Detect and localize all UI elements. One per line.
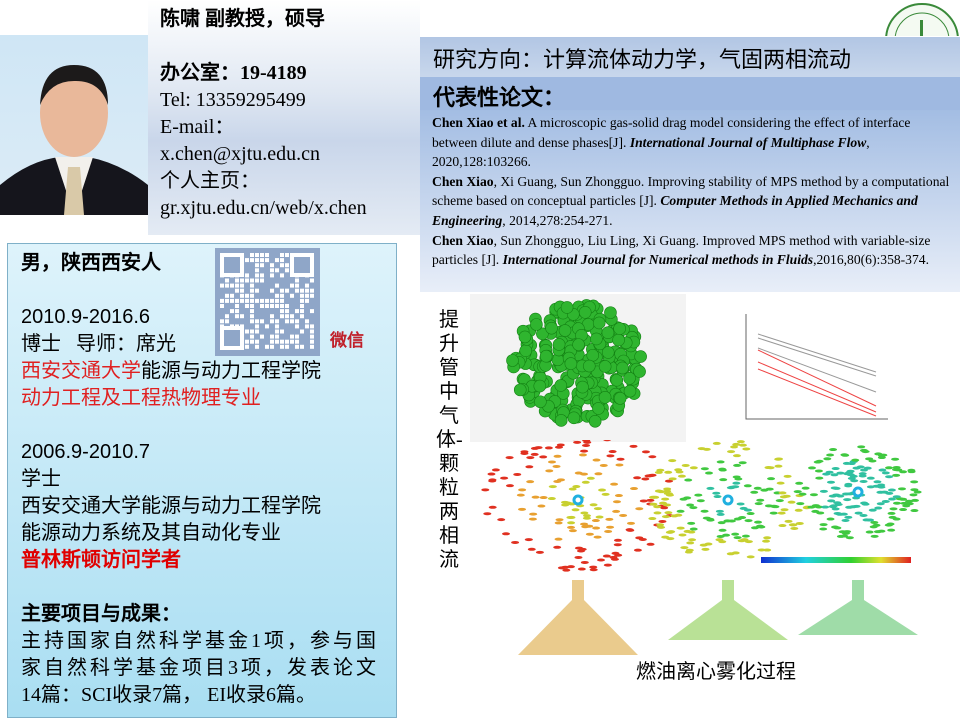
convergence-plot-image [728,294,892,439]
email-link[interactable]: x.chen@xjtu.edu.cn [160,143,321,165]
gas-solid-caption: 提升管中气体-颗粒两相流 [436,309,463,571]
projects-line: 14篇：SCI收录7篇， EI收录6篇。 [21,684,316,706]
origin: 男，陕西西安人 [21,252,161,274]
phd-degree: 博士 导师：席光 [21,333,176,355]
spray-atomization-image [481,440,922,655]
university-logo [885,3,959,36]
phd-period: 2010.9-2016.6 [21,306,151,328]
bs-period: 2006.9-2010.7 [21,441,151,463]
paper-item: Chen Xiao, Xi Guang, Sun Zhongguo. Impro… [432,173,950,228]
bs-degree: 学士 [21,468,61,490]
homepage-label: 个人主页： [160,170,260,192]
wechat-label: 微信 [330,331,364,350]
visiting-scholar: 普林斯顿访问学者 [21,549,181,571]
email-label: E-mail： [160,116,235,138]
research-direction: 研究方向：计算流体动力学，气固两相流动 [420,37,960,77]
office: 办公室：19-4189 [160,62,307,84]
paper-list: Chen Xiao et al. A microscopic gas-solid… [420,110,960,292]
projects-line: 主持国家自然科学基金1项，参与国 [21,630,379,652]
papers-title: 代表性论文： [420,77,960,110]
phd-major: 动力工程及工程热物理专业 [21,387,261,409]
projects-title: 主要项目与成果： [21,603,181,625]
spray-caption: 燃油离心雾化过程 [636,661,796,683]
paper-item: Chen Xiao et al. A microscopic gas-solid… [432,115,911,170]
bio-box: 男，陕西西安人 2010.9-2016.6 博士 导师：席光 西安交通大学能源与… [7,243,397,718]
particle-cluster-image [470,294,686,442]
phd-school-rest: 能源与动力工程学院 [141,360,321,382]
phd-school: 西安交通大学能源与动力工程学院 [21,358,396,385]
portrait-photo [0,35,148,215]
bs-school: 西安交通大学能源与动力工程学院 [21,495,321,517]
paper-item: Chen Xiao, Sun Zhongguo, Liu Ling, Xi Gu… [432,232,931,268]
homepage-link[interactable]: gr.xjtu.edu.cn/web/x.chen [160,197,367,219]
name-title: 陈啸 副教授，硕导 [160,8,325,30]
projects-line: 家自然科学基金项目3项，发表论文 [21,657,379,679]
contact-info-box: 陈啸 副教授，硕导 办公室：19-4189 Tel: 13359295499 E… [148,0,420,235]
wechat-qr-code[interactable] [215,248,320,356]
bs-major: 能源动力系统及其自动化专业 [21,522,281,544]
tel: Tel: 13359295499 [160,89,306,111]
phd-school-red: 西安交通大学 [21,360,141,382]
